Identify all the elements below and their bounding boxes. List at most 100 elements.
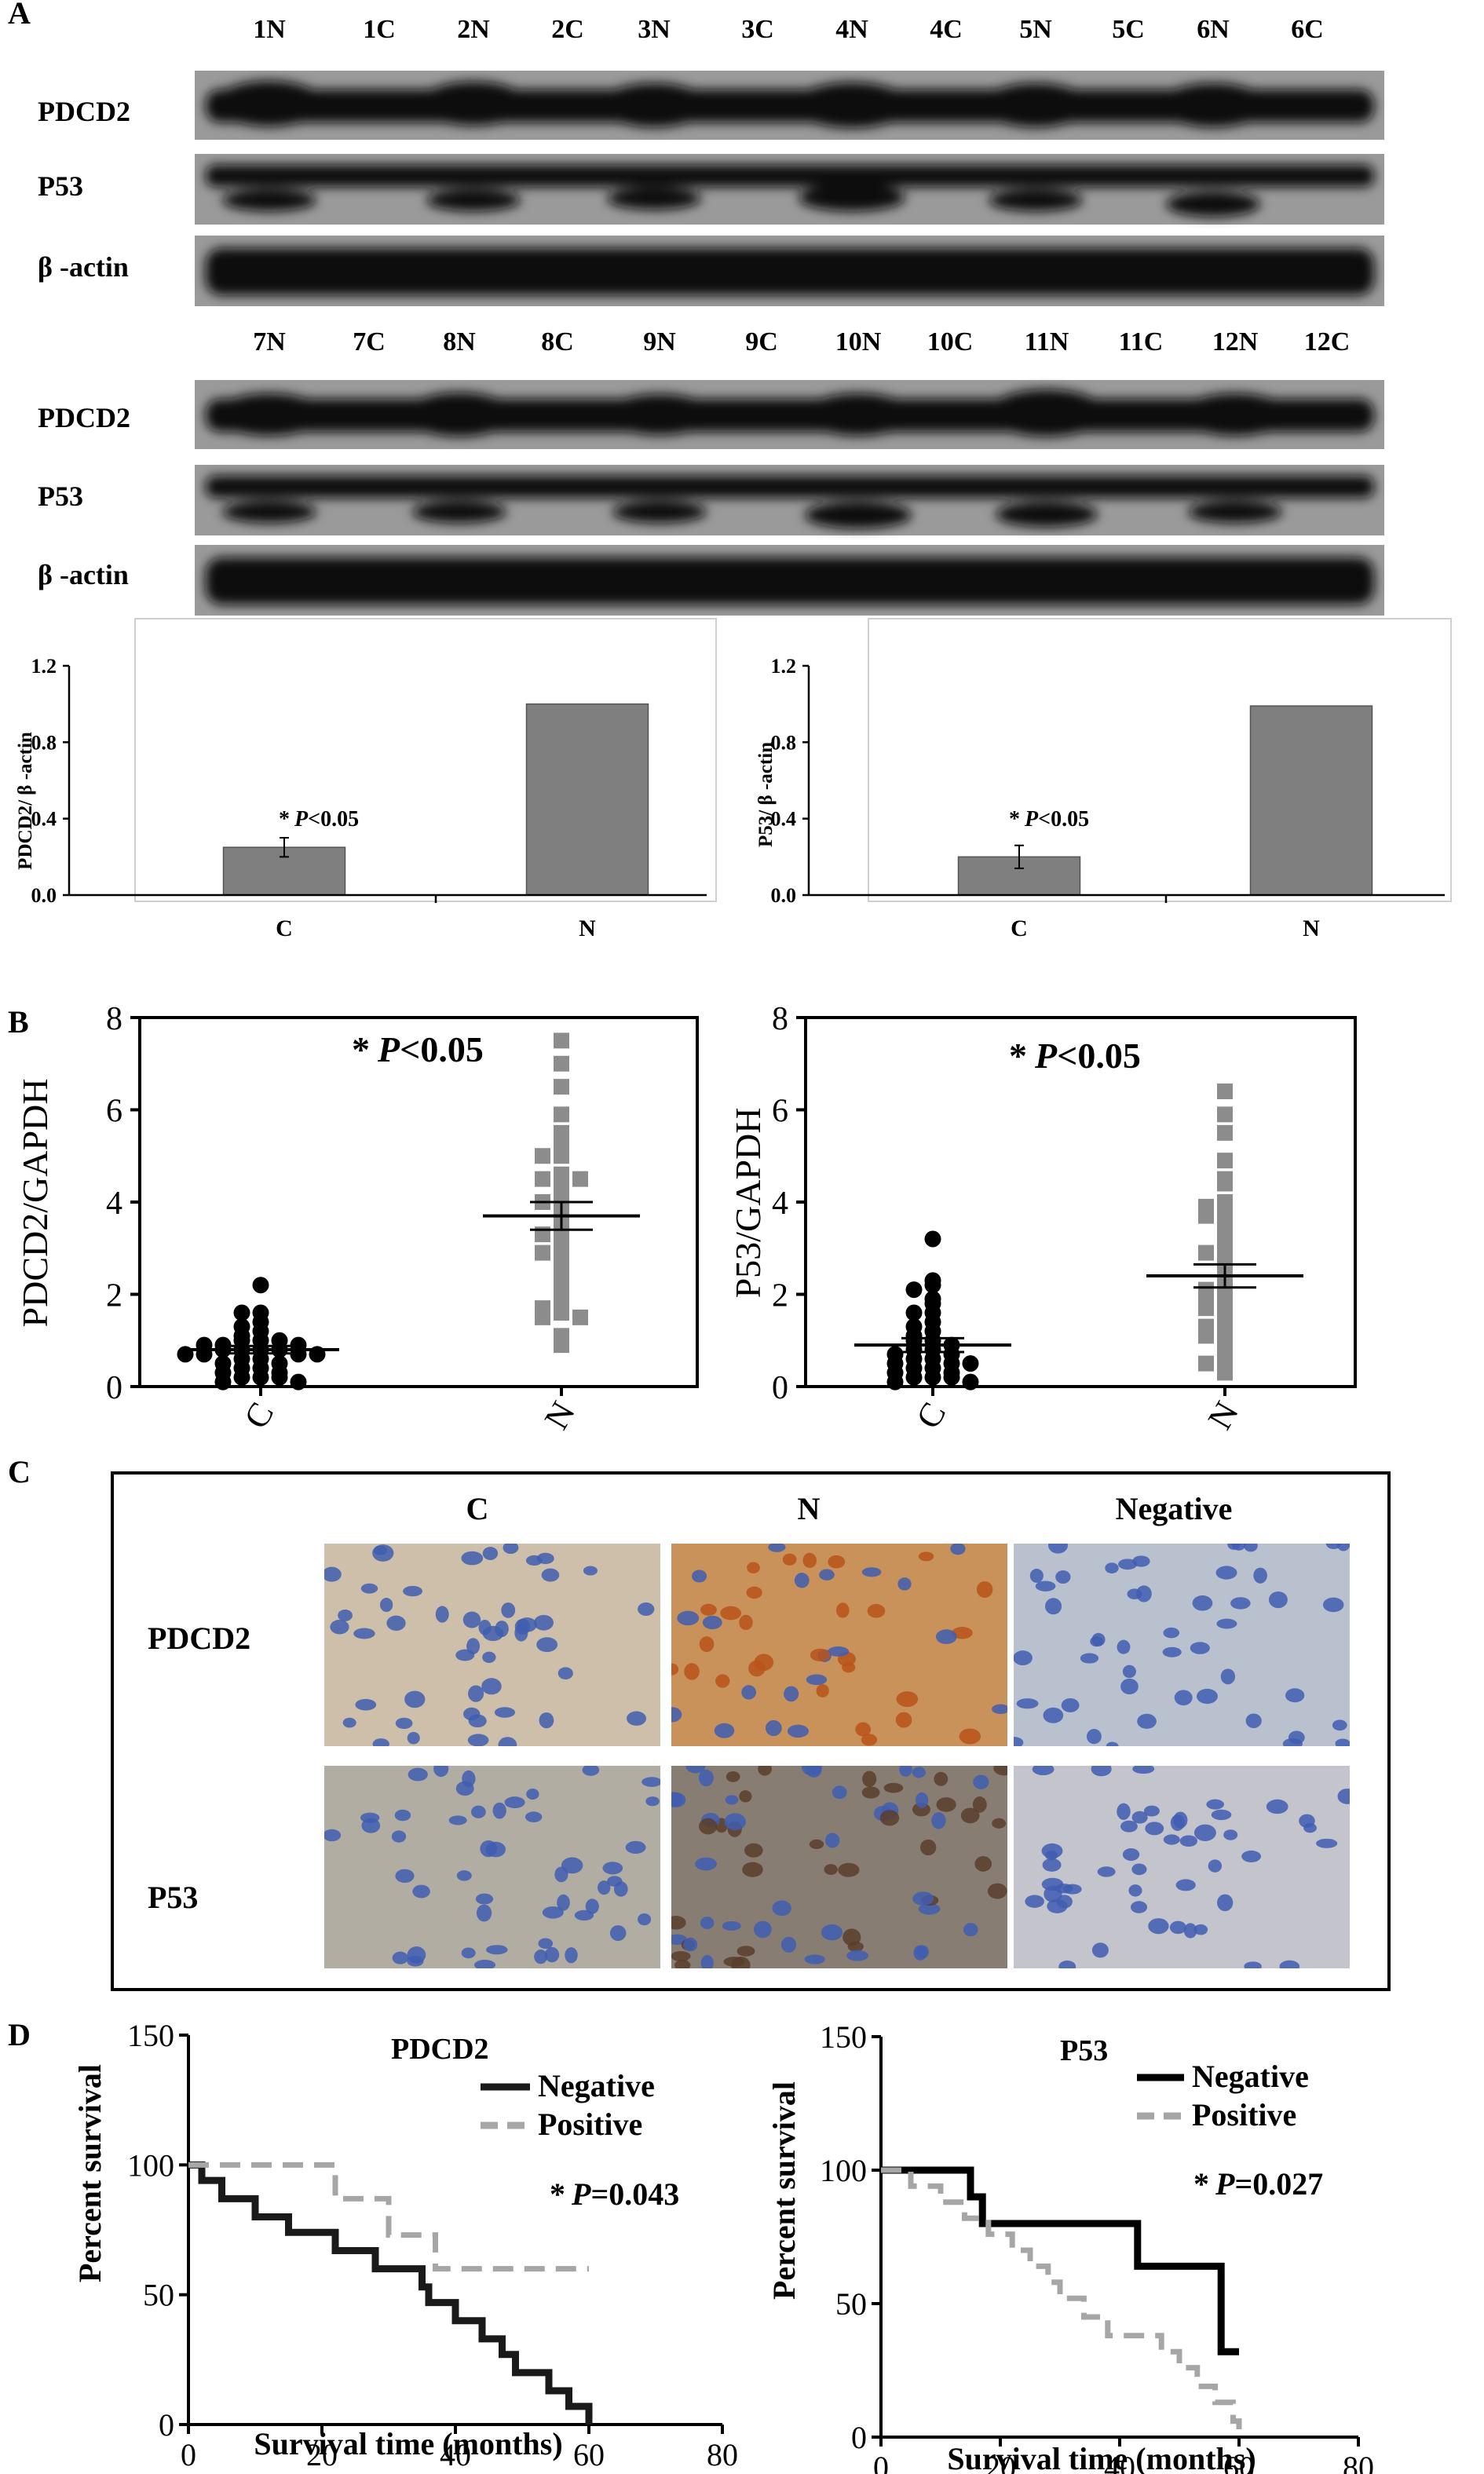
ihc-nucleus [525,1811,543,1823]
ihc-border [323,1764,662,1970]
data-point [924,1230,941,1248]
ihc-nucleus [1193,1924,1208,1935]
ihc-nucleus [1170,1814,1185,1831]
ihc-nucleus [557,1894,570,1911]
x-axis-label: Survival time (months) [254,2426,562,2461]
ihc-nucleus [514,1624,528,1642]
ihc-nucleus [952,1626,973,1639]
blot-strip-p53 [195,154,1384,225]
lane-label: 2N [457,15,490,44]
data-point [535,1148,550,1164]
ihc-nucleus [918,1903,941,1915]
ihc-nucleus [1105,1562,1119,1574]
ihc-nucleus [918,1551,934,1562]
ihc-nucleus [342,1717,356,1728]
ihc-column-label-c: C [466,1491,489,1526]
ihc-nucleus [1047,1898,1068,1913]
ihc-nucleus [772,1900,791,1917]
y-tick-label: 0.8 [31,731,57,754]
data-point [905,1369,923,1386]
ihc-nucleus [1106,1741,1119,1747]
ihc-nucleus [534,1950,548,1964]
ihc-nucleus [1337,1788,1351,1804]
ihc-nucleus [1043,1707,1064,1723]
ihc-nucleus [861,1734,878,1746]
ihc-nucleus [685,1765,706,1774]
ihc-nucleus [1091,1942,1109,1958]
ihc-nucleus [1086,1729,1102,1745]
data-point [1198,1328,1214,1344]
ihc-nucleus [338,1609,353,1621]
blot-strip-pdcd2 [195,71,1384,140]
ihc-nucleus [950,1543,966,1555]
ihc-nucleus [492,1802,506,1819]
ihc-nucleus [467,1734,489,1747]
ihc-nucleus [583,1566,598,1576]
ihc-nucleus [498,1737,517,1747]
survival-line [188,2162,589,2272]
data-point [1217,1203,1233,1219]
ihc-nucleus [494,1707,516,1718]
bar [525,703,649,896]
y-tick-label: 4 [772,1186,788,1222]
ihc-nucleus [1061,1698,1080,1712]
data-point [1217,1350,1233,1367]
ihc-nucleus [747,1562,760,1574]
ihc-nucleus [883,1782,904,1793]
ihc-nucleus [916,1945,930,1959]
data-point [554,1305,569,1321]
lane-label: 1N [253,15,286,44]
data-point [1198,1300,1214,1317]
blot-strip-actin [195,545,1384,616]
ihc-nucleus [692,1570,707,1583]
ihc-nucleus [461,1551,484,1566]
ihc-nucleus [1097,1866,1116,1877]
data-point [233,1304,250,1321]
data-point [554,1148,569,1164]
ihc-nucleus [544,1946,560,1963]
ihc-nucleus [379,1598,393,1613]
ihc-nucleus [861,1567,882,1577]
ihc-nucleus [392,1951,408,1964]
ihc-nucleus [700,1603,717,1616]
scatter-pdcd2-gapdh: PDCD2/GAPDH 0 2 4 6 8 C N * P<0.05 [15,1001,699,1436]
ihc-border [1012,1542,1351,1748]
ihc-nucleus [671,1916,686,1930]
plot-frame [868,618,1452,902]
ihc-nucleus [1285,1688,1305,1703]
y-tick-label: 0 [772,1370,788,1406]
lane-label: 6C [1291,15,1324,44]
x-tick-label: 60 [573,2437,605,2472]
x-tick-label: 20 [306,2437,338,2472]
lane-label: 6N [1197,15,1230,44]
ihc-nucleus [1062,1884,1082,1895]
ihc-nucleus [448,1815,467,1825]
data-point [924,1277,941,1294]
ihc-nucleus [976,1581,993,1599]
x-tick-label: N [1303,915,1320,941]
bar [1249,705,1373,896]
data-point [1217,1175,1233,1192]
data-point [554,1079,569,1095]
ihc-image-p53-negative [1012,1764,1351,1970]
ihc-nucleus [1316,1838,1338,1848]
ihc-nucleus [598,1880,611,1895]
y-tick-label: 1.2 [771,655,797,678]
panel-letter-d: D [8,2017,31,2052]
lane-label: 4N [835,15,868,44]
ihc-nucleus [806,1765,822,1778]
y-axis-label: P53/ β -actin [755,742,777,847]
ihc-column-label-n: N [798,1491,821,1526]
ihc-cells [671,1765,1008,1969]
ihc-nucleus [862,1771,877,1787]
y-tick-label: 6 [772,1094,788,1130]
ihc-image-pdcd2-c [323,1542,662,1748]
ihc-image-p53-n [670,1764,1009,1970]
ihc-row-label-p53: P53 [148,1880,198,1915]
legend: Negative Positive [481,2068,655,2142]
lane-label: 7C [353,327,386,356]
p-annotation: * P<0.05 [352,1029,484,1069]
ihc-nucleus [1130,1901,1148,1913]
y-axis-label: PDCD2/ β -actin [15,732,36,870]
y-tick-label: 0.0 [771,884,797,907]
